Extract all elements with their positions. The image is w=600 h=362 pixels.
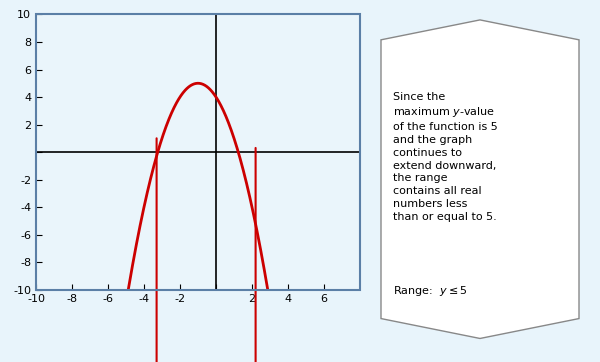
Text: Range:  $y \leq 5$: Range: $y \leq 5$ [393, 284, 467, 298]
Text: Since the
maximum $y$-value
of the function is 5
and the graph
continues to
exte: Since the maximum $y$-value of the funct… [393, 92, 498, 222]
